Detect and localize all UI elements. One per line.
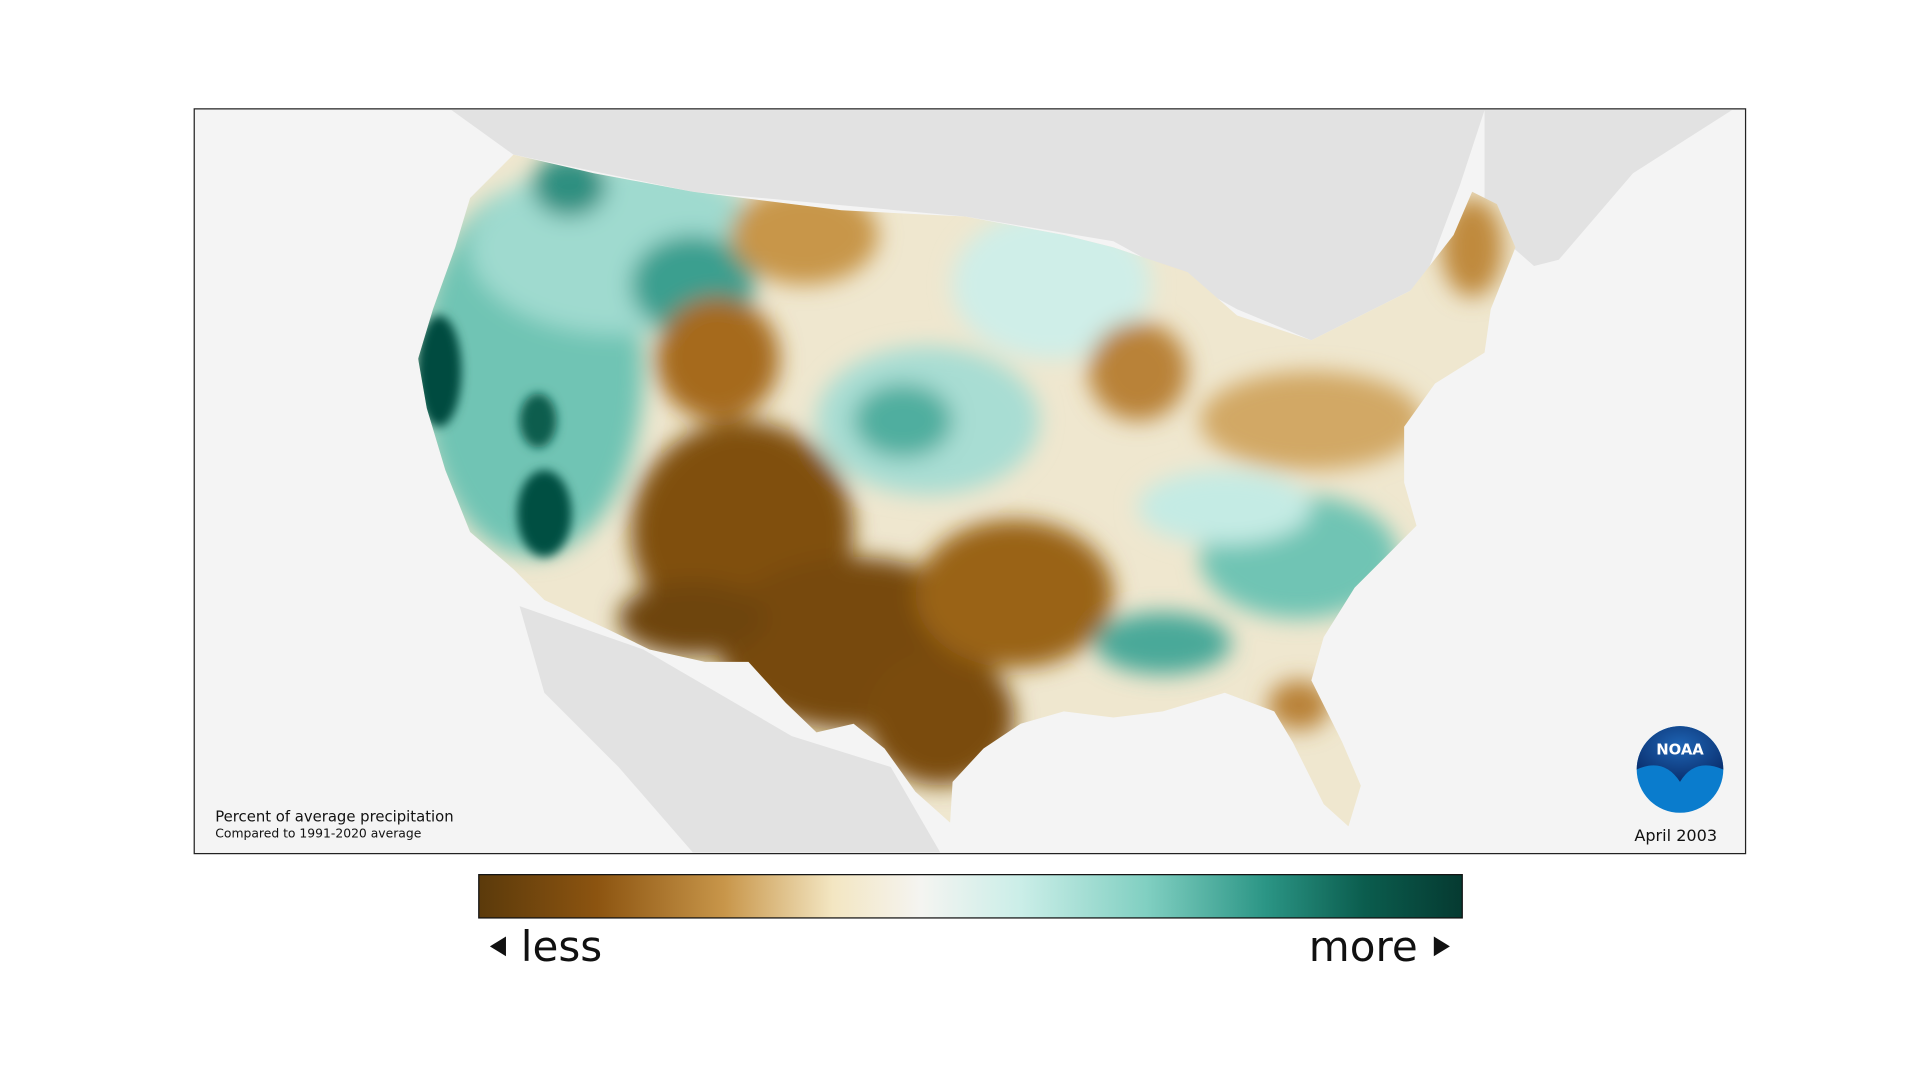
canada-east [1484,110,1732,266]
legend-high-label: more [1309,922,1418,971]
noaa-logo: NOAA [1636,726,1724,813]
less-arrow [489,936,506,957]
map-date: April 2003 [1634,826,1717,845]
canada [451,110,1485,341]
legend-low-label: less [521,922,602,971]
logo-text: NOAA [1656,742,1704,759]
caption-title: Percent of average precipitation [215,808,453,825]
basemap [451,110,1732,853]
mexico [519,606,941,853]
caption-subtitle: Compared to 1991-2020 average [215,827,421,841]
color-bar [478,874,1463,919]
more-arrow [1433,936,1450,957]
